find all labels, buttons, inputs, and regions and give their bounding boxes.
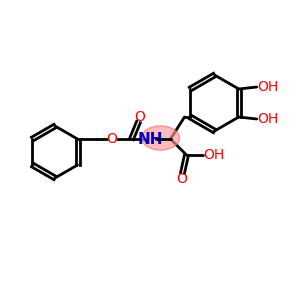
Ellipse shape: [142, 126, 179, 150]
Text: O: O: [176, 172, 187, 186]
Text: OH: OH: [257, 112, 278, 126]
Text: NH: NH: [138, 131, 163, 146]
Text: OH: OH: [203, 148, 224, 162]
Text: O: O: [134, 110, 145, 124]
Text: OH: OH: [257, 80, 278, 94]
Text: O: O: [106, 132, 117, 146]
